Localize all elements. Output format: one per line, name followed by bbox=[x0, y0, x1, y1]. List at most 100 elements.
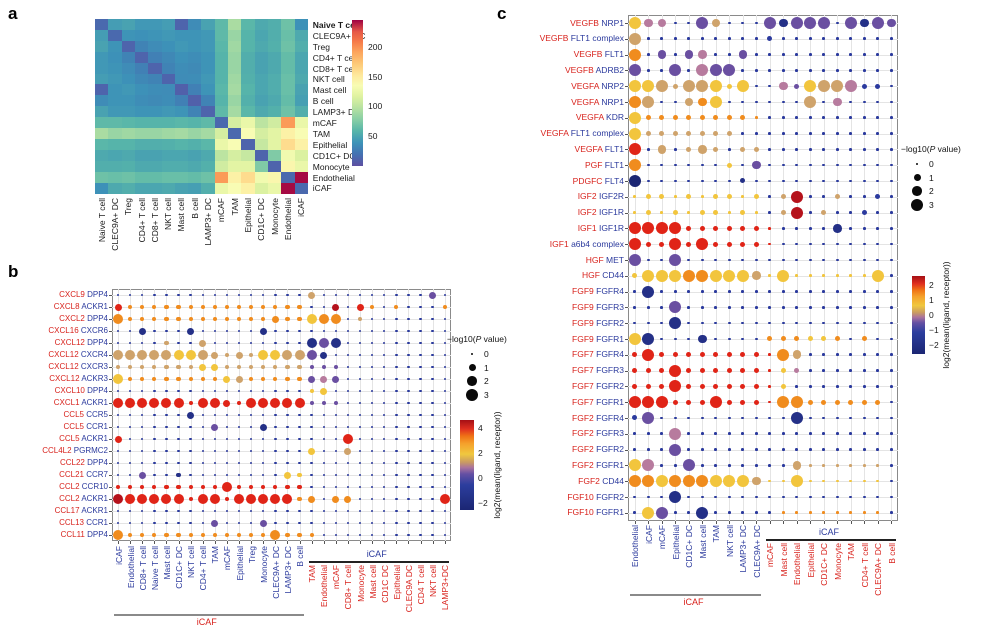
heatmap-cell bbox=[188, 117, 202, 129]
heatmap-cell bbox=[294, 182, 309, 194]
ligand-label: FGF7 bbox=[572, 381, 594, 392]
dot bbox=[306, 338, 317, 348]
dot bbox=[673, 37, 677, 40]
axis-tick-y bbox=[109, 451, 112, 452]
heatmap-cell bbox=[294, 138, 309, 151]
row-label: CCL4L2 PGRMC2 bbox=[0, 446, 108, 455]
gridline-h bbox=[628, 512, 898, 514]
heatmap-cell bbox=[254, 138, 269, 151]
dot bbox=[754, 21, 758, 25]
heatmap-cell bbox=[241, 160, 256, 173]
dot bbox=[286, 437, 289, 441]
dot bbox=[849, 179, 853, 183]
heatmap-col-label: Mast cell bbox=[176, 198, 187, 232]
ligand-label: FGF7 bbox=[572, 349, 594, 360]
axis-tick-x bbox=[335, 541, 337, 544]
heatmap-cell bbox=[294, 171, 309, 183]
ligand-label: CCL5 bbox=[59, 434, 80, 443]
dot bbox=[249, 364, 254, 370]
dot bbox=[889, 258, 893, 262]
heatmap-cell bbox=[108, 84, 123, 96]
dot bbox=[849, 100, 853, 104]
dot bbox=[714, 163, 718, 167]
heatmap-cell bbox=[161, 117, 176, 129]
dot bbox=[862, 290, 866, 293]
dot bbox=[395, 389, 398, 393]
dot bbox=[835, 321, 839, 325]
axis-tick-y bbox=[625, 449, 628, 451]
heatmap-cell bbox=[201, 171, 216, 183]
heatmap-cell bbox=[281, 73, 295, 85]
dot bbox=[862, 242, 866, 246]
dot bbox=[298, 461, 301, 465]
receptor-label: ACKR1 bbox=[79, 506, 108, 515]
dot bbox=[189, 437, 192, 441]
gridline-h bbox=[112, 403, 451, 404]
row-label: VEGFB ADRB2 bbox=[508, 65, 624, 75]
dot bbox=[808, 290, 812, 293]
dot bbox=[274, 329, 277, 333]
dot bbox=[125, 398, 136, 408]
axis-tick-x bbox=[190, 541, 192, 544]
ligand-label: IGF1 bbox=[549, 238, 569, 249]
dot bbox=[723, 475, 736, 488]
receptor-label: IGF1R bbox=[596, 223, 624, 234]
dot bbox=[686, 115, 692, 121]
size-legend-title-part: P bbox=[929, 144, 936, 154]
dot bbox=[660, 432, 664, 435]
dot bbox=[726, 194, 732, 200]
dot bbox=[197, 398, 208, 408]
dot bbox=[808, 227, 812, 230]
dot bbox=[370, 461, 374, 465]
gridline-v bbox=[783, 15, 785, 521]
group2-line bbox=[766, 539, 896, 541]
size-legend-value: 2 bbox=[929, 186, 934, 196]
dot bbox=[741, 321, 745, 325]
heatmap-cell bbox=[95, 149, 109, 162]
dot bbox=[419, 497, 422, 501]
dot bbox=[298, 329, 301, 333]
heatmap-cell bbox=[267, 84, 282, 96]
dot bbox=[835, 274, 839, 277]
dot bbox=[443, 377, 446, 381]
dot bbox=[395, 377, 398, 381]
dot bbox=[780, 210, 786, 215]
dot bbox=[876, 179, 880, 183]
receptor-label: ACKR3 bbox=[79, 374, 108, 383]
dot bbox=[687, 511, 691, 514]
heatmap-cell bbox=[174, 51, 189, 64]
dot bbox=[431, 473, 434, 477]
dot bbox=[358, 365, 362, 369]
dot bbox=[727, 337, 731, 341]
dot bbox=[274, 449, 277, 453]
dot bbox=[835, 132, 839, 135]
dot bbox=[779, 81, 788, 91]
heatmap-cell bbox=[134, 84, 149, 96]
axis-tick-y bbox=[625, 417, 628, 419]
heatmap-cell bbox=[134, 128, 149, 140]
dot bbox=[431, 341, 434, 345]
heatmap-cell bbox=[254, 40, 269, 53]
dot bbox=[687, 37, 691, 40]
dot bbox=[781, 416, 785, 420]
dot bbox=[141, 509, 144, 513]
size-legend-dot bbox=[912, 186, 922, 196]
dot bbox=[790, 206, 803, 219]
heatmap-cell bbox=[201, 160, 216, 173]
axis-tick-x bbox=[287, 541, 289, 544]
heatmap-cell bbox=[121, 95, 136, 107]
dot bbox=[249, 532, 254, 538]
dot bbox=[804, 80, 817, 93]
axis-tick-x bbox=[154, 541, 156, 544]
heatmap-cell bbox=[201, 128, 216, 140]
dot bbox=[237, 293, 241, 297]
dot bbox=[646, 258, 650, 262]
axis-tick-x bbox=[347, 541, 349, 544]
size-legend-title: −log10(P value) bbox=[901, 144, 961, 154]
size-legend-title-part: −log10( bbox=[447, 334, 476, 344]
axis-tick-y bbox=[625, 307, 628, 309]
dot bbox=[822, 132, 826, 135]
dot bbox=[308, 291, 316, 299]
gridline-h bbox=[112, 319, 451, 320]
dot bbox=[754, 432, 758, 435]
